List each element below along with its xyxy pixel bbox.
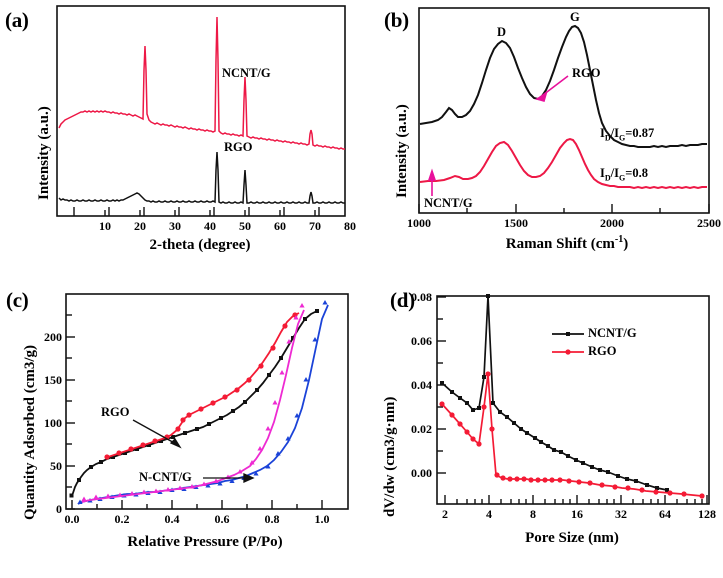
panel-d-xtick-3: 16 [571, 507, 583, 521]
ratio-top-sub-g: G [619, 133, 626, 143]
panel-a-xtick-2: 30 [169, 219, 181, 233]
panel-a-xtick-3: 40 [204, 219, 216, 233]
panel-a-xtick-0: 10 [99, 219, 111, 233]
panel-b-xlabel-sup: -1 [614, 234, 624, 245]
panel-d-xtick-6: 128 [698, 507, 716, 521]
ratio-top-sub-d: D [604, 133, 611, 143]
panel-d: (d) dV/dw (cm3/g·nm) [362, 272, 723, 578]
panel-a: (a) Intensity (a.u.) NCNT/G RGO 10 20 30… [0, 0, 362, 272]
panel-d-xtick-1: 4 [486, 507, 492, 521]
panel-a-plot [56, 5, 346, 217]
panel-c-ann-rgo: RGO [101, 405, 130, 419]
panel-a-label: (a) [5, 8, 29, 32]
panel-d-legend-item-rgo: RGO [588, 344, 617, 358]
panel-d-xtick-0: 2 [442, 507, 448, 521]
panel-c-xtick-0: 0.0 [64, 512, 80, 526]
panel-b-id-ig-top: ID/IG=0.87 [600, 126, 654, 143]
panel-c-plot [65, 293, 349, 510]
panel-d-legend-item-ncnt: NCNT/G [588, 326, 637, 340]
panel-d-ytick-0: 0.00 [411, 466, 432, 480]
panel-c-xtick-1: 0.2 [114, 512, 130, 526]
panel-a-ylabel: Intensity (a.u.) [36, 106, 52, 200]
ratio-top-slash: /I [610, 126, 619, 140]
panel-d-plot [436, 294, 710, 505]
panel-d-ytick-3: 0.06 [411, 334, 432, 348]
panel-c-xtick-4: 0.8 [264, 512, 280, 526]
ratio-bot-slash: /I [610, 166, 619, 180]
ratio-bot-sub-d: D [604, 173, 611, 183]
panel-b-ncnt-label: NCNT/G [424, 196, 473, 210]
panel-c-xtick-3: 0.6 [214, 512, 230, 526]
panel-a-xtick-5: 60 [274, 219, 286, 233]
panel-a-xtick-7: 80 [344, 219, 356, 233]
panel-d-ytick-4: 0.08 [411, 290, 432, 304]
panel-d-xtick-2: 8 [530, 507, 536, 521]
panel-b-xlabel: Raman Shift (cm-1) [432, 234, 702, 253]
panel-a-rgo-label: RGO [224, 140, 253, 154]
panel-c-ann-ncnt: N-CNT/G [139, 470, 192, 484]
panel-b-xtick-3: 2500 [697, 216, 721, 230]
panel-d-ytick-1: 0.02 [411, 422, 432, 436]
panel-b-xtick-1: 1500 [504, 216, 528, 230]
panel-a-ncnt-label: NCNT/G [222, 66, 271, 80]
panel-b-xtick-0: 1000 [407, 216, 431, 230]
panel-c-label: (c) [6, 288, 29, 312]
panel-d-ylabel: dV/dw (cm3/g·nm) [382, 396, 398, 517]
panel-a-xlabel: 2-theta (degree) [149, 237, 251, 253]
panel-d-xtick-5: 64 [659, 507, 671, 521]
panel-d-label: (d) [390, 288, 415, 312]
ratio-bot-i: I [600, 166, 605, 180]
panel-b-plot [418, 7, 710, 214]
panel-b-xlabel-close: ) [623, 236, 629, 252]
panel-c-xtick-2: 0.4 [164, 512, 180, 526]
panel-d-xlabel: Pore Size (nm) [525, 530, 619, 546]
panel-c-ytick-3: 150 [44, 373, 62, 387]
panel-b-id-ig-bottom: ID/IG=0.8 [600, 166, 648, 183]
ratio-bot-value: =0.8 [625, 166, 648, 180]
panel-c-ytick-2: 100 [44, 416, 62, 430]
panel-b-peak-g: G [570, 10, 580, 24]
panel-c-xlabel: Relative Pressure (P/Po) [127, 534, 283, 550]
panel-b-ylabel: Intensity (a.u.) [394, 104, 410, 198]
panel-c-ytick-0: 0 [56, 502, 62, 516]
panel-a-xtick-6: 70 [309, 219, 321, 233]
panel-a-xtick-4: 50 [239, 219, 251, 233]
panel-b-xlabel-main: Raman Shift (cm [505, 236, 615, 252]
panel-c-ytick-1: 50 [50, 459, 62, 473]
panel-b: (b) Intensity (a.u.) [362, 0, 723, 272]
ratio-bot-sub-g: G [619, 173, 626, 183]
panel-a-xtick-1: 20 [134, 219, 146, 233]
panel-c-ytick-4: 200 [44, 330, 62, 344]
panel-b-rgo-label: RGO [572, 66, 601, 80]
panel-d-xtick-4: 32 [615, 507, 627, 521]
panel-c-ylabel: Quantity Adsorbed (cm3/g) [22, 344, 38, 520]
ratio-top-i: I [600, 126, 605, 140]
panel-c: (c) Quantity Adsorbed (cm3/g) [0, 272, 362, 578]
panel-d-ytick-2: 0.04 [411, 378, 432, 392]
panel-c-xtick-5: 1.0 [314, 512, 330, 526]
ratio-top-value: =0.87 [625, 126, 655, 140]
panel-b-label: (b) [384, 8, 409, 32]
panel-b-peak-d: D [497, 25, 507, 39]
panel-b-xtick-2: 2000 [600, 216, 624, 230]
